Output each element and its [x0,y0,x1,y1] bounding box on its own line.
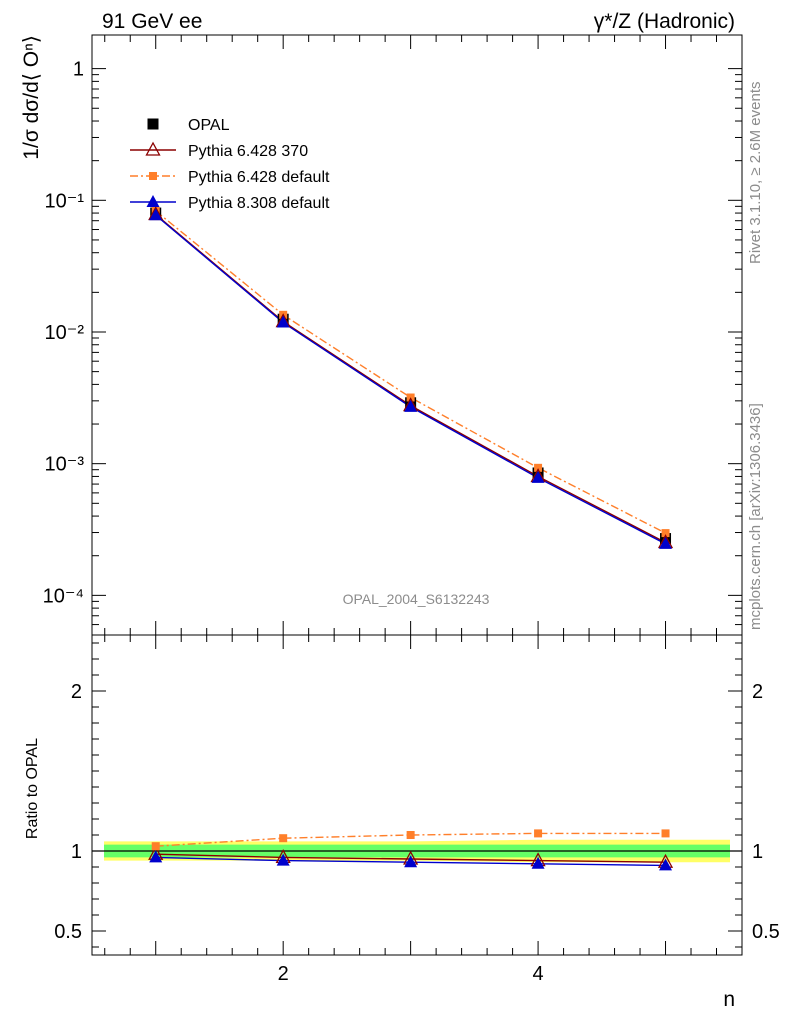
main-point-pythia-6-428-default [534,463,543,472]
legend-label-pythia-6-428-default: Pythia 6.428 default [188,169,330,186]
legend-label-pythia-6-428-370: Pythia 6.428 370 [188,143,308,160]
ratio-point-pythia-8-308-default [659,858,673,871]
ratio-point-pythia-8-308-default [404,855,418,868]
main-axis-ticks: 1 10⁻¹ 10⁻² 10⁻³ 10⁻⁴ [43,35,742,636]
ratio-point-pythia-6-428-default [151,842,160,851]
legend-marker-pythia-8-308-default [146,195,160,207]
side-label-rivet: Rivet 3.1.10, ≥ 2.6M events [747,82,764,265]
x-tick-label: 2 [278,963,289,985]
main-point-pythia-8-308-default [404,399,418,412]
ratio-y-tick-label-left: 0.5 [54,921,82,943]
ratio-line-pythia-6-428-default [155,832,666,847]
legend-label-pythia-8-308-default: Pythia 8.308 default [188,195,330,212]
main-panel: 1 10⁻¹ 10⁻² 10⁻³ 10⁻⁴ OPAL_2004_S6132243 1/σ… [20,34,743,636]
ratio-point-pythia-8-308-default [149,850,163,863]
main-y-tick-label: 1 [73,59,84,81]
x-axis-label: n [723,988,735,1011]
ratio-series-markers [148,829,674,871]
ratio-panel: 0.5 0.5 1 1 2 2 2 4 Ratio to OPAL n [24,634,780,1011]
legend: OPAL Pythia 6.428 370 Pythia 6.428 default… [130,117,330,212]
main-y-tick-label: 10⁻² [45,322,85,344]
main-y-axis-label: 1/σ dσ/d⟨ Oⁿ⟩ [20,35,43,160]
ratio-frame [91,634,743,956]
ratio-point-pythia-8-308-default [276,853,290,866]
main-point-pythia-8-308-default [531,470,545,483]
ratio-y-tick-label-left: 1 [71,841,82,863]
main-series-markers [148,206,674,549]
side-label-mcplots: mcplots.cern.ch [arXiv:1306.3436] [747,403,764,630]
watermark-label: OPAL_2004_S6132243 [343,591,490,607]
legend-marker-opal [147,118,159,130]
ratio-y-axis-label: Ratio to OPAL [24,738,41,839]
ratio-y-tick-label-left: 2 [71,681,82,703]
main-point-pythia-8-308-default [659,536,673,549]
ratio-point-pythia-6-428-default [534,829,543,838]
main-point-pythia-6-428-default [661,529,670,538]
main-y-tick-label: 10⁻¹ [45,190,85,212]
main-line-pythia-6-428-default [155,210,666,534]
legend-marker-pythia-6-428-370 [145,141,161,156]
ratio-y-tick-label-right: 1 [752,841,763,863]
ratio-y-tick-label-right: 2 [752,681,763,703]
ratio-point-pythia-6-428-default [279,834,288,843]
main-point-pythia-8-308-default [276,315,290,328]
ratio-point-pythia-6-428-default [406,831,415,839]
x-tick-label: 4 [533,963,544,985]
header-right-label: γ*/Z (Hadronic) [594,10,735,33]
ratio-y-tick-label-right: 0.5 [752,921,780,943]
main-y-tick-label: 10⁻⁴ [43,585,84,607]
ratio-point-pythia-8-308-default [531,856,545,869]
main-point-pythia-8-308-default [149,208,163,221]
header-left-label: 91 GeV ee [102,10,202,33]
legend-label-opal: OPAL [188,117,230,134]
main-y-tick-label: 10⁻³ [45,454,85,476]
legend-marker-pythia-6-428-default [149,172,157,180]
main-series-lines [155,210,666,545]
ratio-point-pythia-6-428-default [661,829,670,838]
ratio-axis-ticks: 0.5 0.5 1 1 2 2 2 4 [54,635,780,985]
